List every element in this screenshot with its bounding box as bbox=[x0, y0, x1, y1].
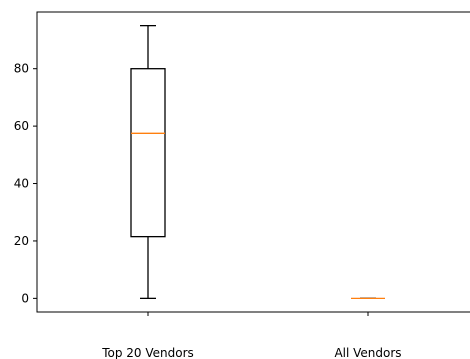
x-tick-label: All Vendors bbox=[334, 346, 401, 359]
y-tick-label: 0 bbox=[21, 291, 29, 305]
axes-frame bbox=[36, 11, 470, 313]
y-tick-label: 20 bbox=[14, 234, 29, 248]
y-axis: 0 20 40 60 80 bbox=[14, 62, 37, 305]
x-tick-label: Top 20 Vendors bbox=[101, 346, 194, 359]
chart-marks bbox=[130, 24, 385, 300]
box-iqr bbox=[130, 68, 166, 238]
y-tick-label: 40 bbox=[14, 177, 29, 191]
y-tick-label: 60 bbox=[14, 119, 29, 133]
y-tick-label: 80 bbox=[14, 62, 29, 76]
box-group bbox=[130, 24, 166, 300]
plot-area bbox=[37, 12, 470, 312]
x-axis: Top 20 Vendors All Vendors bbox=[101, 312, 402, 359]
